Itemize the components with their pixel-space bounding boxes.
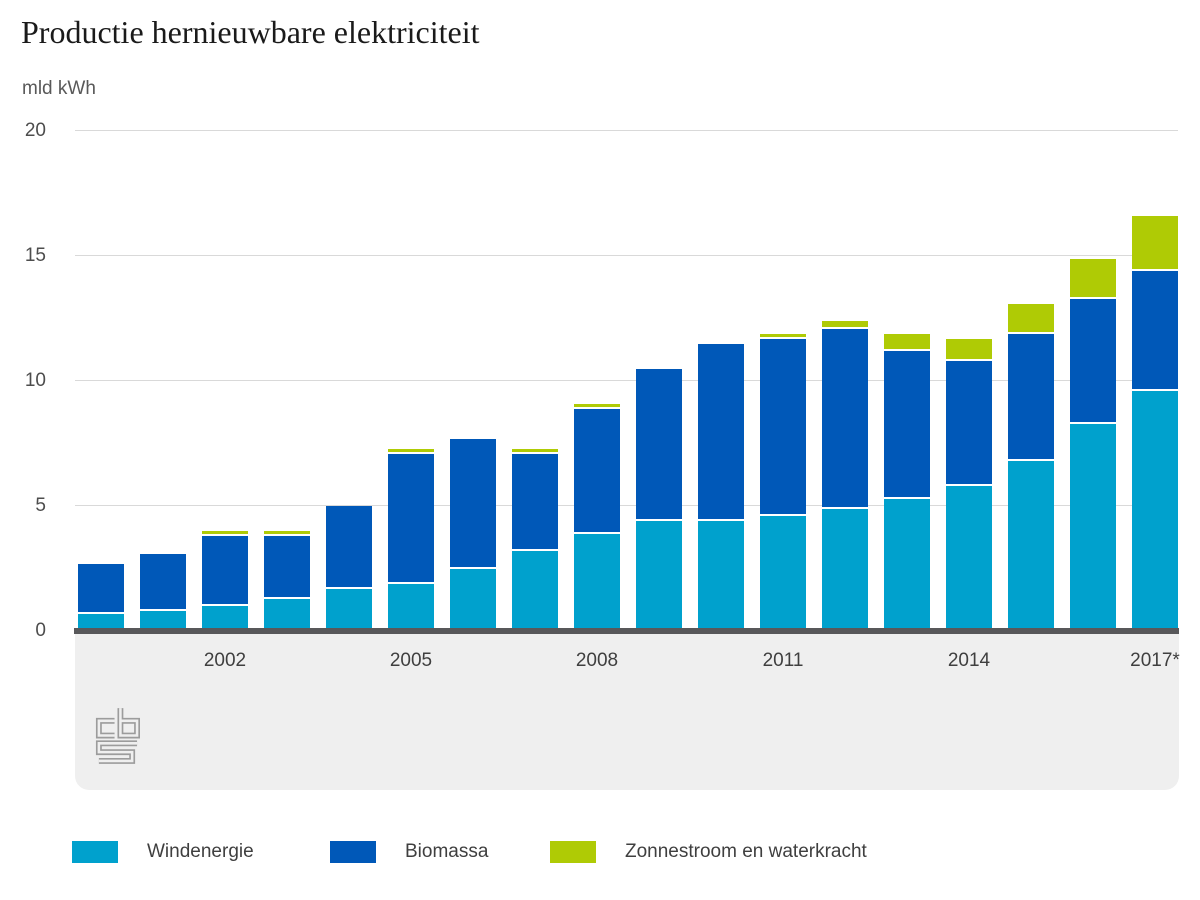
x-axis-tick-2011: 2011 xyxy=(762,650,804,671)
bar-segment-zonnestroom-en-waterkracht-2013 xyxy=(884,333,930,351)
legend-item-biomassa: Biomassa xyxy=(330,840,488,864)
bar-segment-zonnestroom-en-waterkracht-2014 xyxy=(946,338,992,361)
bar-segment-zonnestroom-en-waterkracht-2002 xyxy=(202,531,248,536)
bar-segment-biomassa-2003 xyxy=(264,536,310,599)
bar-segment-windenergie-2006 xyxy=(450,568,496,631)
bar-segment-biomassa-2010 xyxy=(698,343,744,521)
bar-segment-biomassa-2009 xyxy=(636,368,682,521)
bar-segment-windenergie-2017 xyxy=(1132,391,1178,631)
bar-segment-biomassa-2006 xyxy=(450,438,496,569)
plot-footer-band xyxy=(75,634,1179,790)
y-axis-tick-5: 5 xyxy=(35,495,46,516)
x-axis-tick-2017: 2017* xyxy=(1130,650,1180,671)
bar-segment-windenergie-2013 xyxy=(884,498,930,631)
legend-item-zonnestroom-waterkracht: Zonnestroom en waterkracht xyxy=(550,840,867,864)
bar-segment-zonnestroom-en-waterkracht-2007 xyxy=(512,448,558,454)
bar-segment-windenergie-2014 xyxy=(946,486,992,631)
bar-segment-zonnestroom-en-waterkracht-2005 xyxy=(388,448,434,454)
bar-segment-biomassa-2012 xyxy=(822,328,868,509)
bar-segment-zonnestroom-en-waterkracht-2003 xyxy=(264,531,310,536)
y-axis-tick-15: 15 xyxy=(24,245,46,266)
bar-segment-zonnestroom-en-waterkracht-2017 xyxy=(1132,216,1178,271)
bar-segment-windenergie-2001 xyxy=(140,611,186,631)
plot-area xyxy=(75,130,1178,631)
chart-title: Productie hernieuwbare elektriciteit xyxy=(21,14,480,50)
bar-segment-biomassa-2004 xyxy=(326,506,372,589)
bar-segment-biomassa-2001 xyxy=(140,553,186,611)
bar-segment-windenergie-2011 xyxy=(760,516,806,631)
legend: Windenergie Biomassa Zonnestroom en wate… xyxy=(0,840,1200,866)
bar-segment-windenergie-2010 xyxy=(698,521,744,631)
bar-segment-zonnestroom-en-waterkracht-2008 xyxy=(574,403,620,409)
bar-segment-biomassa-2005 xyxy=(388,453,434,584)
y-axis-tick-0: 0 xyxy=(35,620,46,641)
y-axis-unit-label: mld kWh xyxy=(22,78,96,99)
bar-segment-windenergie-2005 xyxy=(388,583,434,631)
bar-segment-biomassa-2011 xyxy=(760,338,806,516)
y-axis-tick-10: 10 xyxy=(24,370,46,391)
gridline-y-5 xyxy=(75,505,1178,506)
gridline-y-10 xyxy=(75,380,1178,381)
legend-label-biomassa: Biomassa xyxy=(405,841,489,862)
bar-segment-biomassa-2017 xyxy=(1132,271,1178,391)
bar-segment-windenergie-2002 xyxy=(202,606,248,631)
bar-segment-biomassa-2007 xyxy=(512,453,558,551)
bar-segment-biomassa-2014 xyxy=(946,361,992,486)
gridline-y-15 xyxy=(75,255,1178,256)
bar-segment-windenergie-2000 xyxy=(78,613,124,631)
bar-segment-windenergie-2007 xyxy=(512,551,558,631)
x-axis-tick-2002: 2002 xyxy=(203,650,247,671)
gridline-y-20 xyxy=(75,130,1178,131)
legend-label-windenergie: Windenergie xyxy=(147,841,254,862)
legend-label-zonnestroom-waterkracht: Zonnestroom en waterkracht xyxy=(625,841,867,862)
bar-segment-biomassa-2016 xyxy=(1070,298,1116,424)
bar-segment-windenergie-2004 xyxy=(326,588,372,631)
bar-segment-windenergie-2012 xyxy=(822,508,868,631)
cbs-logo xyxy=(95,708,140,764)
x-axis-tick-2008: 2008 xyxy=(575,650,619,671)
bar-segment-zonnestroom-en-waterkracht-2016 xyxy=(1070,258,1116,299)
legend-item-windenergie: Windenergie xyxy=(72,840,254,864)
legend-swatch-biomassa xyxy=(330,841,376,863)
bar-segment-zonnestroom-en-waterkracht-2011 xyxy=(760,333,806,339)
legend-swatch-zonnestroom-waterkracht xyxy=(550,841,596,863)
bar-segment-biomassa-2008 xyxy=(574,408,620,534)
bar-segment-biomassa-2015 xyxy=(1008,333,1054,461)
bar-segment-windenergie-2016 xyxy=(1070,423,1116,631)
y-axis-tick-20: 20 xyxy=(24,120,46,141)
x-axis-baseline xyxy=(74,628,1179,634)
x-axis-tick-2014: 2014 xyxy=(947,650,991,671)
x-axis-tick-2005: 2005 xyxy=(389,650,433,671)
legend-swatch-windenergie xyxy=(72,841,118,863)
bar-segment-windenergie-2009 xyxy=(636,521,682,631)
bar-segment-biomassa-2013 xyxy=(884,351,930,499)
bar-segment-windenergie-2015 xyxy=(1008,461,1054,631)
bar-segment-biomassa-2002 xyxy=(202,536,248,606)
bar-segment-zonnestroom-en-waterkracht-2012 xyxy=(822,321,868,329)
bar-segment-windenergie-2008 xyxy=(574,533,620,631)
bar-segment-windenergie-2003 xyxy=(264,598,310,631)
bar-segment-zonnestroom-en-waterkracht-2015 xyxy=(1008,303,1054,334)
bar-segment-biomassa-2000 xyxy=(78,563,124,614)
